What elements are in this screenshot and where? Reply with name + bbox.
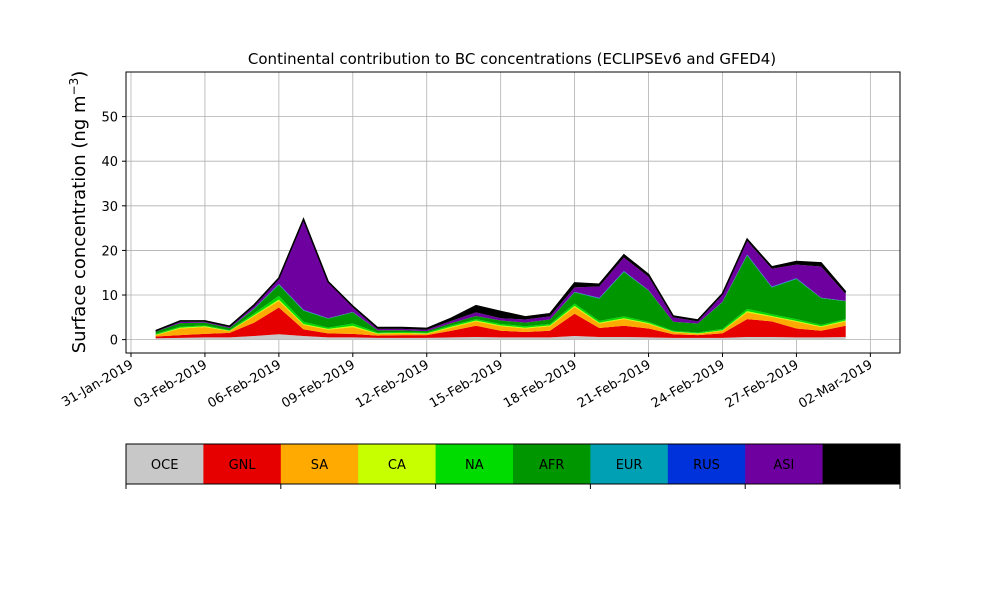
x-axis-ticks: 31-Jan-201903-Feb-201906-Feb-201909-Feb-…	[59, 353, 875, 412]
area-gnl	[155, 307, 846, 339]
legend-swatch-eur	[590, 444, 669, 484]
legend-swatch-oce	[126, 444, 204, 484]
legend-label-na: NA	[465, 458, 484, 473]
plot-frame	[125, 71, 901, 354]
y-tick-label: 0	[110, 334, 118, 349]
legend-label-asi: ASI	[773, 458, 794, 473]
chart-title: Continental contribution to BC concentra…	[248, 50, 776, 68]
x-tick-label: 06-Feb-2019	[205, 357, 284, 411]
y-tick-label: 20	[101, 244, 118, 259]
area-sa	[155, 300, 846, 337]
area-asi	[155, 220, 846, 332]
total-outline	[155, 217, 847, 332]
x-tick-label: 21-Feb-2019	[575, 357, 654, 411]
area-oce	[155, 334, 846, 340]
y-axis-label-superscript: −3	[67, 78, 81, 96]
legend-label-sa: SA	[311, 458, 328, 473]
legend-label-aus: AUS	[848, 458, 875, 473]
legend-swatch-rus	[667, 444, 746, 484]
x-tick-label: 02-Mar-2019	[796, 357, 875, 411]
legend-swatch-gnl	[203, 444, 282, 484]
legend-label-ca: CA	[388, 458, 406, 473]
x-tick-label: 12-Feb-2019	[353, 357, 432, 411]
x-tick-label: 27-Feb-2019	[723, 357, 802, 411]
y-tick-label: 10	[101, 289, 118, 304]
legend-swatch-sa	[280, 444, 359, 484]
legend-swatch-ca	[358, 444, 437, 484]
y-tick-label: 40	[101, 155, 118, 170]
legend-label-afr: AFR	[539, 458, 564, 473]
stacked-areas	[155, 219, 846, 340]
x-tick-label: 15-Feb-2019	[427, 357, 506, 411]
y-axis-label: Surface concentration (ng m−3)	[67, 71, 90, 354]
x-tick-label: 24-Feb-2019	[649, 357, 728, 411]
y-tick-label: 50	[101, 111, 118, 126]
legend-frame	[125, 443, 901, 485]
legend-swatch-aus	[822, 444, 901, 484]
legend-swatch-na	[435, 444, 514, 484]
legend-label-oce: OCE	[151, 458, 179, 473]
colorbar-legend: OCE GNL SA CA NA AFR EUR RUS ASI AUS	[125, 443, 901, 489]
x-tick-label: 03-Feb-2019	[131, 357, 210, 411]
y-axis-ticks: 0 10 20 30 40 50	[101, 111, 126, 349]
legend-swatch-asi	[745, 444, 824, 484]
y-axis-label-close: )	[69, 71, 90, 78]
y-tick-label: 30	[101, 200, 118, 215]
legend-label-rus: RUS	[693, 458, 720, 473]
legend-swatch-afr	[513, 444, 591, 484]
x-tick-label: 31-Jan-2019	[59, 357, 136, 410]
x-tick-label: 18-Feb-2019	[501, 357, 580, 411]
legend-label-eur: EUR	[616, 458, 643, 473]
legend-label-gnl: GNL	[229, 458, 257, 473]
y-axis-label-main: Surface concentration (ng m	[69, 95, 90, 353]
x-tick-label: 09-Feb-2019	[279, 357, 358, 411]
